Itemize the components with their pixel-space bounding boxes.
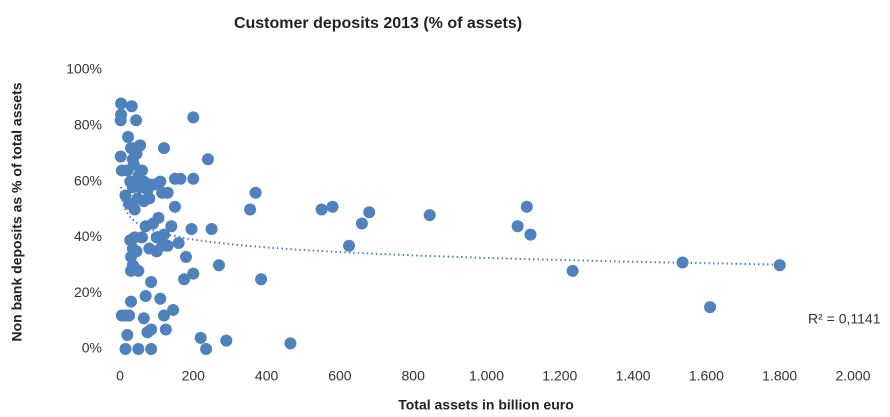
point bbox=[205, 223, 218, 236]
point bbox=[115, 97, 128, 110]
x-tick-label: 1.000 bbox=[469, 368, 504, 384]
point bbox=[125, 100, 138, 113]
point bbox=[156, 186, 169, 199]
point bbox=[185, 223, 198, 236]
point bbox=[676, 256, 689, 269]
point bbox=[187, 111, 200, 124]
x-tick-label: 800 bbox=[402, 368, 426, 384]
y-tick-label: 100% bbox=[66, 61, 102, 77]
point bbox=[114, 114, 127, 127]
point bbox=[566, 264, 579, 277]
point bbox=[249, 186, 262, 199]
y-tick-label: 40% bbox=[74, 228, 102, 244]
x-tick-label: 1.200 bbox=[542, 368, 577, 384]
point bbox=[524, 228, 537, 241]
point bbox=[200, 343, 213, 355]
point bbox=[187, 267, 200, 280]
point bbox=[212, 259, 225, 272]
x-tick-label: 1.800 bbox=[762, 368, 797, 384]
point bbox=[157, 309, 170, 322]
point bbox=[244, 203, 257, 216]
point bbox=[511, 220, 524, 233]
x-tick-label: 600 bbox=[328, 368, 352, 384]
point bbox=[255, 273, 268, 286]
point bbox=[284, 337, 297, 350]
point bbox=[315, 203, 328, 216]
point bbox=[130, 147, 143, 160]
point bbox=[201, 153, 214, 166]
trendline bbox=[119, 186, 780, 266]
point bbox=[132, 343, 145, 355]
x-axis-title: Total assets in billion euro bbox=[398, 397, 574, 413]
point bbox=[520, 200, 533, 213]
point bbox=[145, 276, 158, 289]
point bbox=[178, 273, 191, 286]
point bbox=[773, 259, 786, 272]
point bbox=[174, 172, 187, 185]
point bbox=[167, 303, 180, 316]
point bbox=[343, 239, 356, 252]
point bbox=[187, 172, 200, 185]
point bbox=[114, 150, 127, 163]
x-tick-label: 1.600 bbox=[689, 368, 724, 384]
point bbox=[139, 289, 152, 302]
point bbox=[124, 264, 137, 277]
r-squared-label: R² = 0,1141 bbox=[808, 311, 881, 327]
point bbox=[220, 334, 233, 347]
point bbox=[145, 323, 158, 336]
point bbox=[145, 343, 158, 355]
point bbox=[124, 295, 137, 308]
point bbox=[157, 142, 170, 155]
point bbox=[139, 220, 152, 233]
y-tick-label: 20% bbox=[74, 284, 102, 300]
point bbox=[128, 203, 141, 216]
point bbox=[121, 329, 134, 342]
y-axis-title: Non bank deposits as % of total assets bbox=[9, 82, 25, 341]
x-tick-label: 0 bbox=[116, 368, 124, 384]
x-tick-label: 200 bbox=[182, 368, 206, 384]
point bbox=[143, 192, 156, 205]
point bbox=[122, 130, 135, 143]
point bbox=[159, 323, 172, 336]
point bbox=[363, 206, 376, 219]
point bbox=[355, 217, 368, 230]
point bbox=[165, 220, 178, 233]
chart-title: Customer deposits 2013 (% of assets) bbox=[234, 15, 522, 32]
x-tick-label: 1.400 bbox=[616, 368, 651, 384]
x-tick-label: 400 bbox=[255, 368, 279, 384]
point bbox=[121, 164, 134, 177]
point bbox=[154, 175, 167, 188]
point bbox=[126, 181, 139, 194]
point bbox=[152, 211, 165, 224]
point bbox=[123, 309, 136, 322]
point bbox=[168, 200, 181, 213]
point bbox=[194, 331, 207, 344]
point bbox=[172, 236, 185, 249]
point bbox=[326, 200, 339, 213]
point bbox=[179, 250, 192, 263]
y-tick-label: 0% bbox=[82, 340, 102, 356]
y-tick-label: 60% bbox=[74, 172, 102, 188]
x-tick-label: 2.000 bbox=[835, 368, 870, 384]
point bbox=[423, 209, 436, 222]
point bbox=[119, 343, 132, 355]
point bbox=[704, 301, 717, 314]
point bbox=[130, 114, 143, 127]
point bbox=[137, 312, 150, 325]
point bbox=[154, 292, 167, 305]
point bbox=[143, 242, 156, 255]
y-tick-label: 80% bbox=[74, 117, 102, 133]
point bbox=[161, 239, 174, 252]
